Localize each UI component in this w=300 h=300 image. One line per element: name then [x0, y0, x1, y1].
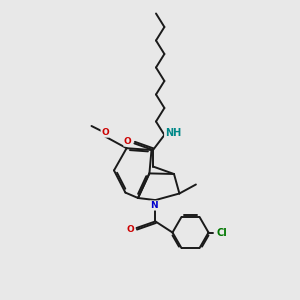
Text: O: O	[101, 128, 109, 137]
Text: O: O	[126, 225, 134, 234]
Text: NH: NH	[165, 128, 181, 139]
Text: N: N	[150, 201, 158, 210]
Text: O: O	[124, 137, 132, 146]
Text: Cl: Cl	[216, 227, 227, 238]
